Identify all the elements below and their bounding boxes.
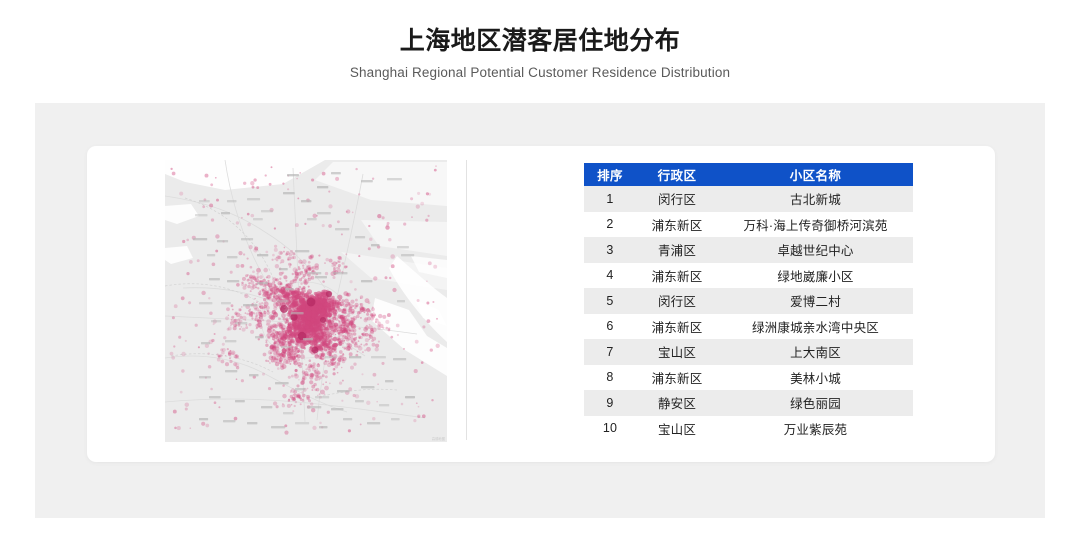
table-row[interactable]: 5 闵行区 爱博二村 bbox=[584, 288, 913, 314]
table-row[interactable]: 10 宝山区 万业紫辰苑 bbox=[584, 415, 913, 441]
map-boundaries bbox=[165, 197, 398, 397]
cell-community: 绿地崴廉小区 bbox=[718, 262, 913, 288]
cell-community: 绿色丽园 bbox=[718, 390, 913, 416]
cell-district: 浦东新区 bbox=[636, 262, 718, 288]
page-subtitle: Shanghai Regional Potential Customer Res… bbox=[349, 65, 731, 80]
cell-community: 爱博二村 bbox=[718, 288, 913, 314]
cell-district: 闵行区 bbox=[636, 186, 718, 212]
column-header-district: 行政区 bbox=[636, 163, 718, 186]
cell-community: 古北新城 bbox=[718, 186, 913, 212]
cell-rank: 2 bbox=[584, 211, 636, 237]
cell-district: 闵行区 bbox=[636, 288, 718, 314]
table-row[interactable]: 3 青浦区 卓越世纪中心 bbox=[584, 237, 913, 263]
cell-rank: 6 bbox=[584, 313, 636, 339]
table-row[interactable]: 4 浦东新区 绿地崴廉小区 bbox=[584, 262, 913, 288]
cell-rank: 3 bbox=[584, 237, 636, 263]
cell-district: 浦东新区 bbox=[636, 313, 718, 339]
cell-community: 万业紫辰苑 bbox=[718, 415, 913, 441]
cell-rank: 1 bbox=[584, 186, 636, 212]
table-row[interactable]: 9 静安区 绿色丽园 bbox=[584, 390, 913, 416]
cell-district: 青浦区 bbox=[636, 237, 718, 263]
map-attribution: 高德地图 bbox=[431, 437, 445, 441]
map-place-labels bbox=[193, 172, 415, 429]
column-header-community: 小区名称 bbox=[718, 163, 913, 186]
content-panel: 高德地图 排序 行政区 小区名称 1 闵行区 古北新城 2 浦东新区 万科·海上传奇御桥河… bbox=[35, 103, 1045, 518]
report-card: 高德地图 排序 行政区 小区名称 1 闵行区 古北新城 2 浦东新区 万科·海上传奇御桥河… bbox=[87, 146, 995, 462]
cell-rank: 5 bbox=[584, 288, 636, 314]
cell-rank: 8 bbox=[584, 364, 636, 390]
table-header-row: 排序 行政区 小区名称 bbox=[584, 163, 913, 186]
map-data-points bbox=[169, 165, 440, 435]
table-row[interactable]: 6 浦东新区 绿洲康城亲水湾中央区 bbox=[584, 313, 913, 339]
cell-rank: 7 bbox=[584, 339, 636, 365]
cell-district: 浦东新区 bbox=[636, 211, 718, 237]
map-roads bbox=[165, 160, 426, 423]
page-header: 上海地区潜客居住地分布 Shanghai Regional Potential … bbox=[0, 0, 1080, 103]
table-row[interactable]: 8 浦东新区 美林小城 bbox=[584, 364, 913, 390]
map-canvas[interactable] bbox=[165, 160, 447, 442]
cell-rank: 10 bbox=[584, 415, 636, 441]
table-body: 1 闵行区 古北新城 2 浦东新区 万科·海上传奇御桥河滨苑 3 青浦区 卓越世纪中心 4 浦东新区… bbox=[584, 186, 913, 441]
table-row[interactable]: 2 浦东新区 万科·海上传奇御桥河滨苑 bbox=[584, 211, 913, 237]
ranking-table-container: 排序 行政区 小区名称 1 闵行区 古北新城 2 浦东新区 万科·海上传奇御桥河滨苑 3 青浦… bbox=[584, 163, 913, 441]
cell-district: 宝山区 bbox=[636, 339, 718, 365]
table-row[interactable]: 7 宝山区 上大南区 bbox=[584, 339, 913, 365]
cell-community: 绿洲康城亲水湾中央区 bbox=[718, 313, 913, 339]
map-container[interactable]: 高德地图 bbox=[165, 160, 447, 442]
cell-rank: 4 bbox=[584, 262, 636, 288]
cell-district: 宝山区 bbox=[636, 415, 718, 441]
map-water bbox=[165, 160, 447, 376]
cell-rank: 9 bbox=[584, 390, 636, 416]
cell-community: 万科·海上传奇御桥河滨苑 bbox=[718, 211, 913, 237]
cell-community: 卓越世纪中心 bbox=[718, 237, 913, 263]
ranking-table: 排序 行政区 小区名称 1 闵行区 古北新城 2 浦东新区 万科·海上传奇御桥河滨苑 3 青浦… bbox=[584, 163, 913, 441]
section-divider bbox=[466, 160, 467, 440]
page-title: 上海地区潜客居住地分布 bbox=[399, 27, 681, 55]
cell-community: 上大南区 bbox=[718, 339, 913, 365]
table-row[interactable]: 1 闵行区 古北新城 bbox=[584, 186, 913, 212]
cell-district: 浦东新区 bbox=[636, 364, 718, 390]
column-header-rank: 排序 bbox=[584, 163, 636, 186]
cell-district: 静安区 bbox=[636, 390, 718, 416]
cell-community: 美林小城 bbox=[718, 364, 913, 390]
